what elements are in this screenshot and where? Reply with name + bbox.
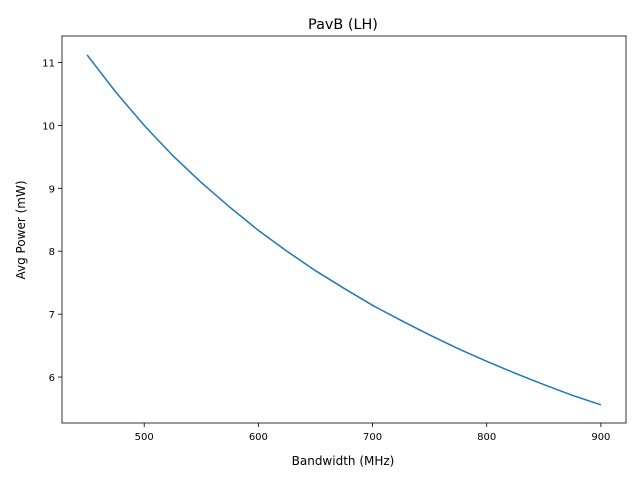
y-tick-label: 6 (49, 373, 55, 384)
chart-title: PavB (LH) (308, 17, 378, 33)
series-line-0 (86, 54, 602, 406)
x-tick-label: 700 (363, 432, 382, 443)
x-tick-label: 500 (135, 432, 154, 443)
y-tick-label: 11 (42, 58, 55, 69)
axes-frame (61, 35, 627, 424)
x-tick-label: 600 (249, 432, 268, 443)
x-axis-label: Bandwidth (MHz) (292, 454, 395, 468)
y-tick-label: 8 (49, 247, 55, 258)
y-tick-label: 10 (42, 121, 55, 132)
plot-area: 500 600 700 800 900 6 7 8 9 10 11 (42, 35, 627, 443)
y-axis-label: Avg Power (mW) (14, 180, 28, 279)
x-tick-label: 800 (477, 432, 496, 443)
y-tick-label: 9 (49, 184, 55, 195)
x-tick-label: 900 (591, 432, 610, 443)
y-tick-label: 7 (49, 310, 55, 321)
